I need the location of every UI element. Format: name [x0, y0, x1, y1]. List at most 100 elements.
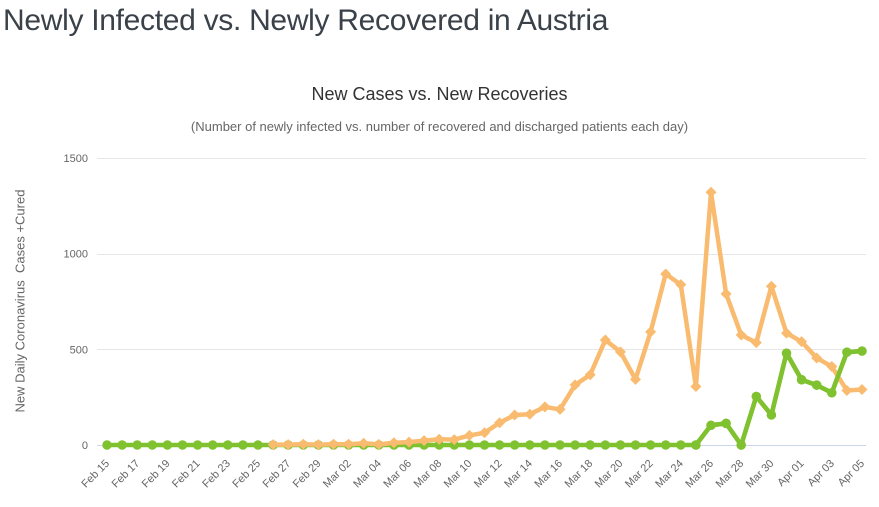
data-point-marker: [645, 440, 656, 450]
data-point-marker: [750, 337, 762, 349]
data-point-marker: [282, 439, 294, 451]
x-tick-label: Feb 25: [230, 458, 263, 491]
data-point-marker: [781, 327, 792, 339]
data-point-marker: [358, 437, 370, 449]
data-point-marker: [539, 401, 551, 413]
data-point-marker: [297, 438, 309, 450]
data-point-marker: [614, 346, 626, 358]
data-point-marker: [464, 440, 475, 450]
data-point-marker: [721, 418, 731, 429]
data-point-marker: [599, 334, 611, 346]
data-point-marker: [147, 440, 157, 450]
data-point-marker: [253, 440, 263, 450]
data-point-marker: [630, 373, 641, 385]
data-point-marker: [524, 408, 536, 420]
data-point-marker: [690, 380, 702, 392]
new-cases-series[interactable]: [267, 186, 868, 451]
x-tick-label: Mar 22: [623, 458, 656, 491]
data-point-marker: [510, 440, 520, 450]
data-point-marker: [812, 380, 822, 390]
x-tick-label: Feb 29: [291, 458, 324, 491]
x-tick-label: Mar 10: [442, 458, 475, 491]
x-tick-label: Mar 08: [412, 458, 445, 491]
data-point-marker: [661, 440, 671, 450]
x-tick-label: Mar 20: [593, 458, 626, 491]
data-point-marker: [555, 440, 565, 450]
data-point-marker: [494, 440, 505, 450]
data-point-marker: [720, 288, 732, 300]
data-point-marker: [223, 440, 233, 450]
data-point-marker: [736, 440, 746, 450]
data-point-marker: [403, 436, 415, 448]
data-point-marker: [645, 326, 657, 338]
x-tick-label: Mar 14: [502, 458, 535, 491]
data-point-marker: [328, 438, 339, 450]
x-tick-label: Mar 12: [472, 458, 505, 491]
x-tick-label: Feb 15: [79, 458, 112, 491]
data-point-marker: [312, 439, 324, 451]
data-point-marker: [373, 438, 385, 450]
data-point-marker: [660, 268, 672, 280]
x-tick-label: Feb 19: [140, 458, 173, 491]
new-recoveries-series-overlay[interactable]: [691, 346, 867, 450]
data-point-marker: [494, 417, 506, 429]
data-point-marker: [766, 410, 777, 420]
data-point-marker: [735, 329, 747, 341]
data-point-marker: [343, 438, 355, 450]
data-point-marker: [554, 403, 566, 415]
x-tick-label: Mar 24: [653, 458, 686, 491]
data-point-marker: [675, 279, 687, 291]
data-point-marker: [841, 384, 853, 396]
data-point-marker: [388, 437, 400, 449]
data-point-marker: [856, 384, 868, 396]
data-point-marker: [811, 352, 823, 364]
data-point-marker: [615, 440, 626, 450]
data-point-marker: [751, 391, 761, 402]
data-point-marker: [584, 369, 596, 381]
x-tick-label: Feb 27: [261, 458, 294, 491]
data-point-marker: [569, 379, 581, 391]
data-point-marker: [705, 186, 717, 198]
x-tick-label: Mar 18: [563, 458, 596, 491]
x-tick-label: Mar 06: [381, 458, 414, 491]
x-tick-label: Mar 04: [351, 458, 384, 491]
data-point-marker: [706, 420, 716, 430]
data-point-marker: [630, 440, 641, 450]
data-point-marker: [448, 434, 460, 446]
data-point-marker: [509, 409, 521, 421]
data-point-marker: [479, 440, 490, 450]
y-tick-label: 1500: [64, 153, 88, 165]
data-point-marker: [796, 336, 808, 348]
x-tick-label: Mar 16: [532, 458, 565, 491]
chart-subtitle: (Number of newly infected vs. number of …: [190, 119, 689, 134]
x-tick-label: Mar 02: [321, 458, 354, 491]
data-point-marker: [676, 440, 686, 450]
y-tick-label: 1000: [64, 249, 88, 261]
data-point-marker: [585, 440, 595, 450]
data-point-marker: [600, 440, 610, 450]
data-point-marker: [525, 440, 535, 450]
chart-title: New Cases vs. New Recoveries: [311, 84, 568, 104]
data-point-marker: [796, 375, 807, 385]
data-point-marker: [827, 388, 837, 398]
x-tick-label: Apr 01: [775, 458, 806, 489]
data-point-marker: [132, 440, 142, 450]
new-cases-line: [270, 189, 865, 447]
data-point-marker: [418, 435, 430, 447]
data-point-marker: [540, 440, 550, 450]
y-tick-label: 500: [70, 344, 88, 356]
x-tick-label: Feb 21: [170, 458, 203, 491]
data-point-marker: [117, 440, 127, 450]
data-point-marker: [826, 361, 838, 373]
data-point-marker: [433, 433, 445, 445]
data-point-marker: [842, 347, 852, 357]
x-tick-label: Apr 05: [836, 458, 867, 489]
data-point-marker: [192, 440, 203, 450]
data-point-marker: [434, 440, 444, 450]
x-tick-label: Feb 23: [200, 458, 233, 491]
data-point-marker: [691, 440, 701, 450]
page-title: Newly Infected vs. Newly Recovered in Au…: [3, 4, 609, 37]
x-tick-label: Mar 28: [714, 458, 747, 491]
data-point-marker: [162, 440, 173, 450]
